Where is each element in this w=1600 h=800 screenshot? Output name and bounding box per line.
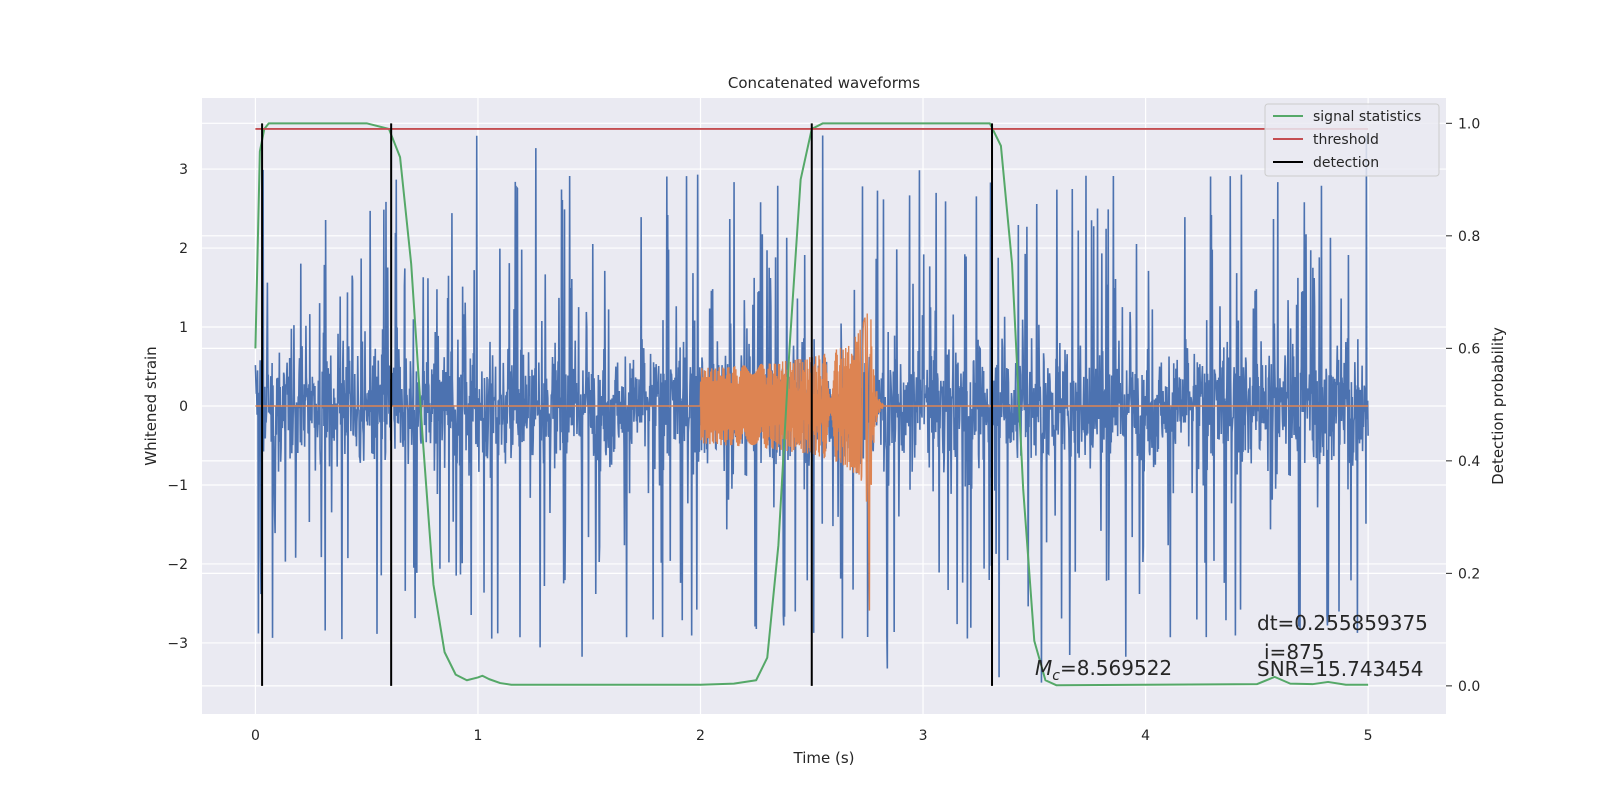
y-axis-label: Whitened strain — [142, 346, 160, 465]
legend-label-detection: detection — [1313, 155, 1379, 171]
x-tick-label: 2 — [696, 728, 705, 744]
annotation-mc-subscript: c — [1052, 668, 1060, 684]
annotations: dt=0.255859375 i=875 SNR=15.743454 Mc=8.… — [1035, 611, 1428, 684]
x-tick-label: 5 — [1364, 728, 1373, 744]
chart-title: Concatenated waveforms — [728, 74, 920, 92]
legend-label-signal-statistics: signal statistics — [1313, 109, 1421, 125]
y2-axis-label: Detection probability — [1489, 327, 1507, 485]
y2-tick-label: 0.4 — [1458, 454, 1480, 470]
x-tick-label: 0 — [251, 728, 260, 744]
y-tick-label: 2 — [179, 241, 188, 257]
signal-statistics-line — [254, 122, 1369, 687]
legend-box — [1264, 103, 1440, 177]
plot-series — [254, 122, 1369, 687]
annotation-mc-symbol: M — [1035, 656, 1052, 680]
y2-tick-label: 0.2 — [1458, 566, 1480, 582]
x-tick-label: 4 — [1141, 728, 1150, 744]
y2-tick-label: 0.6 — [1458, 341, 1480, 357]
x-tick-label: 1 — [473, 728, 482, 744]
x-axis-label: Time (s) — [793, 749, 855, 767]
legend-label-threshold: threshold — [1313, 132, 1379, 148]
annotation-snr: SNR=15.743454 — [1257, 657, 1423, 681]
annotation-dt: dt=0.255859375 — [1257, 611, 1428, 635]
y2-tick-label: 0.8 — [1458, 229, 1480, 245]
y-tick-label: −1 — [167, 478, 188, 494]
y-tick-label: 0 — [179, 399, 188, 415]
x-tick-label: 3 — [919, 728, 928, 744]
y-tick-label: 1 — [179, 320, 188, 336]
legend: signal statistics threshold detection — [1264, 103, 1440, 177]
annotation-i: i=875 — [1264, 640, 1325, 664]
annotation-mc-value: =8.569522 — [1060, 656, 1172, 680]
y-tick-label: 3 — [179, 162, 188, 178]
y-tick-label: −3 — [167, 636, 188, 652]
annotation-mc: Mc=8.569522 — [1035, 656, 1172, 684]
y2-tick-label: 1.0 — [1458, 116, 1480, 132]
y-tick-label: −2 — [167, 557, 188, 573]
axis-ticks: 0 1 2 3 4 5 −3 −2 −1 0 1 2 3 0.0 0.2 0.4 0.6 0.8 1.0 — [167, 116, 1480, 744]
y2-tick-label: 0.0 — [1458, 679, 1480, 695]
